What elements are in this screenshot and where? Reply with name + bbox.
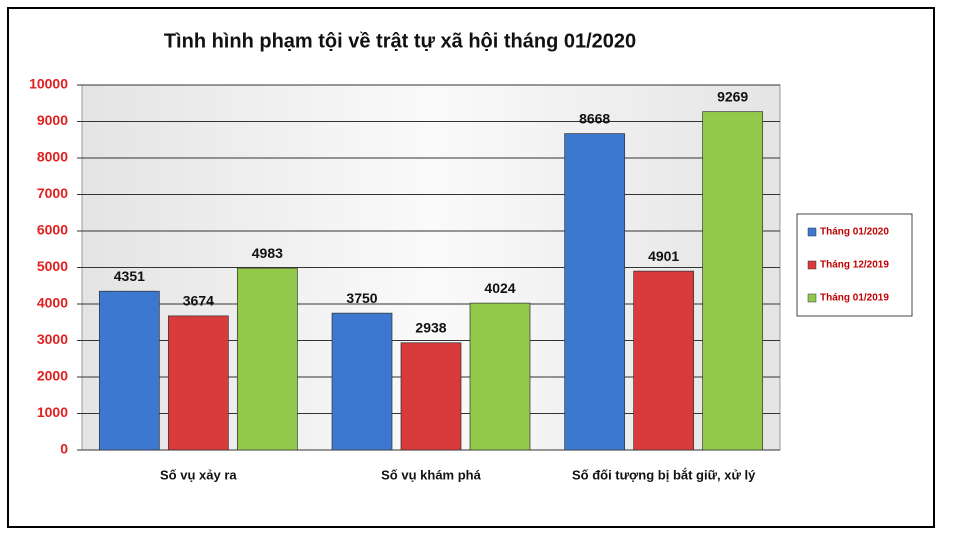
value-label: 8668 bbox=[579, 110, 610, 126]
x-tick-label: Số vụ khám phá bbox=[381, 467, 481, 482]
bar bbox=[167, 315, 229, 451]
value-label: 4983 bbox=[252, 245, 283, 261]
x-tick-label: Số đối tượng bị bắt giữ, xử lý bbox=[572, 467, 756, 482]
legend-swatch bbox=[807, 260, 817, 270]
y-tick-label: 7000 bbox=[37, 185, 68, 201]
legend-label: Tháng 01/2020 bbox=[820, 227, 889, 238]
legend-label: Tháng 12/2019 bbox=[820, 260, 889, 271]
value-label: 3750 bbox=[346, 290, 377, 306]
bar bbox=[469, 302, 531, 451]
y-tick-label: 0 bbox=[60, 441, 68, 457]
y-tick-label: 5000 bbox=[37, 258, 68, 274]
y-tick-label: 2000 bbox=[37, 368, 68, 384]
bar bbox=[702, 111, 764, 451]
value-label: 2938 bbox=[415, 319, 446, 335]
y-tick-label: 9000 bbox=[37, 112, 68, 128]
chart-title: Tình hình phạm tội về trật tự xã hội thá… bbox=[164, 30, 636, 52]
bar bbox=[564, 133, 626, 451]
y-tick-label: 1000 bbox=[37, 404, 68, 420]
bar bbox=[633, 270, 695, 451]
value-label: 4024 bbox=[484, 280, 515, 296]
legend-swatch bbox=[807, 227, 817, 237]
bar bbox=[236, 267, 298, 451]
legend-label: Tháng 01/2019 bbox=[820, 293, 889, 304]
bar bbox=[400, 342, 462, 451]
bar bbox=[331, 312, 393, 451]
bar bbox=[98, 290, 160, 451]
value-label: 9269 bbox=[717, 88, 748, 104]
value-label: 3674 bbox=[183, 293, 214, 309]
y-tick-label: 4000 bbox=[37, 295, 68, 311]
y-tick-label: 3000 bbox=[37, 331, 68, 347]
value-label: 4901 bbox=[648, 248, 679, 264]
y-tick-label: 8000 bbox=[37, 149, 68, 165]
y-tick-label: 10000 bbox=[29, 76, 68, 92]
legend-swatch bbox=[807, 293, 817, 303]
y-tick-label: 6000 bbox=[37, 222, 68, 238]
x-tick-label: Số vụ xảy ra bbox=[160, 467, 237, 482]
value-label: 4351 bbox=[114, 268, 145, 284]
